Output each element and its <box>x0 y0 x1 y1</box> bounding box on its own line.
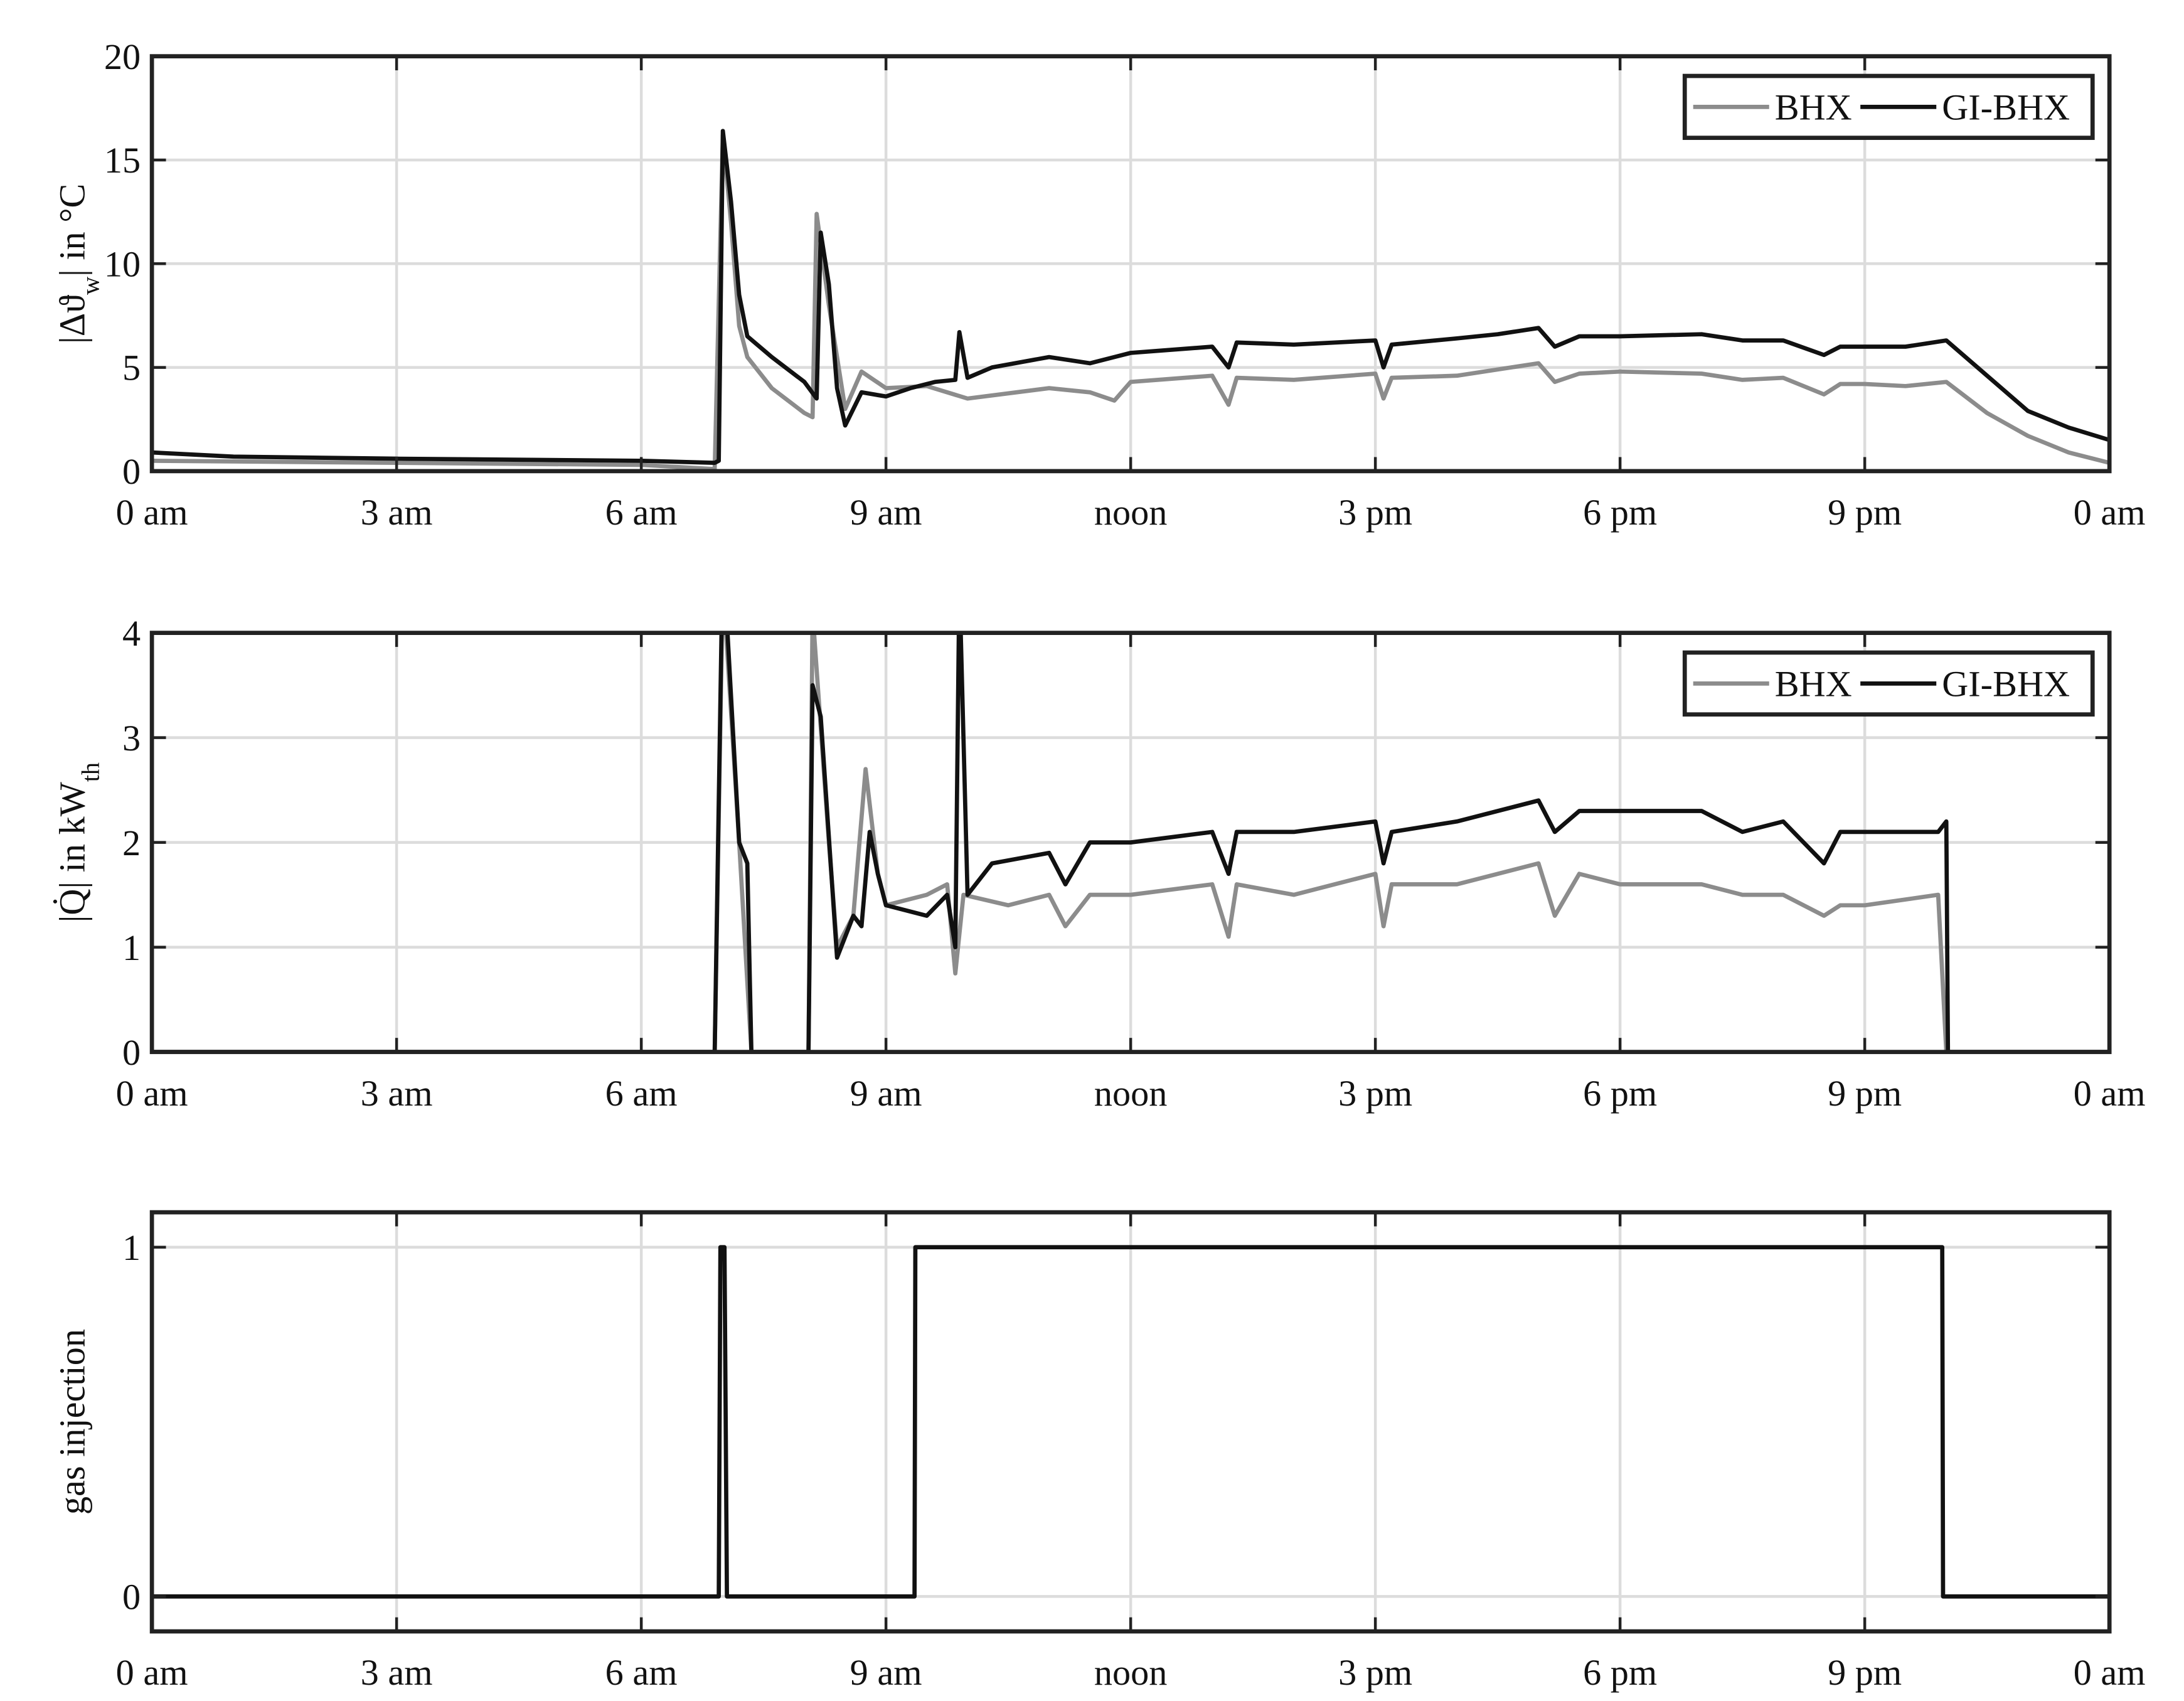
x-tick-label: noon <box>1094 1073 1168 1114</box>
x-tick-label: 6 pm <box>1583 1652 1657 1693</box>
x-tick-label: 0 am <box>2074 1073 2146 1114</box>
legend-label: GI-BHX <box>1942 664 2070 705</box>
x-tick-label: 0 am <box>116 492 188 533</box>
y-axis-label: |Δϑw| in °C <box>52 184 105 344</box>
y-tick-label: 5 <box>122 348 141 388</box>
x-tick-label: 0 am <box>2074 492 2146 533</box>
x-tick-label: 6 am <box>605 492 678 533</box>
y-tick-label: 3 <box>122 718 141 759</box>
y-axis-label-part: | in °C <box>52 184 93 277</box>
x-tick-label: 6 am <box>605 1652 678 1693</box>
y-tick-label: 2 <box>122 823 141 863</box>
y-axis-label-part: gas injection <box>52 1329 93 1515</box>
y-tick-label: 1 <box>122 927 141 968</box>
x-tick-label: noon <box>1094 1652 1168 1693</box>
x-tick-label: 9 am <box>850 492 922 533</box>
y-tick-label: 4 <box>122 613 141 654</box>
y-axis-label: gas injection <box>52 1329 93 1515</box>
series-line <box>152 129 2110 466</box>
lines <box>152 632 2110 1052</box>
series-line <box>152 1245 2110 1599</box>
x-tick-label: 9 pm <box>1828 1652 1902 1693</box>
x-tick-label: 6 pm <box>1583 1073 1657 1114</box>
chart-panel: 0 am 3 am 6 am 9 am noon 3 pm 6 pm 9 pm 0 am0510… <box>52 36 2146 533</box>
y-tick-label: 15 <box>104 140 141 181</box>
chart-panel: 0 am 3 am 6 am 9 am noon 3 pm 6 pm 9 pm 0 am0123… <box>52 613 2146 1114</box>
legend: BHX GI-BHX <box>1682 73 2095 141</box>
y-axis-label-part: th <box>76 762 104 782</box>
legend-label: GI-BHX <box>1942 87 2070 128</box>
y-axis-label-part: w <box>76 277 104 295</box>
lines <box>152 1245 2110 1599</box>
x-tick-label: 3 am <box>361 1073 433 1114</box>
x-tick-label: 6 am <box>605 1073 678 1114</box>
x-tick-label: 9 pm <box>1828 492 1902 533</box>
y-axis-label-part: |Q̇| in kW <box>52 782 93 922</box>
y-tick-label: 1 <box>122 1227 141 1268</box>
x-tick-label: 3 pm <box>1338 492 1412 533</box>
series-line <box>152 132 2110 471</box>
y-tick-label: 0 <box>122 1032 141 1073</box>
legend-label: BHX <box>1775 87 1852 128</box>
x-tick-label: 9 am <box>850 1652 922 1693</box>
x-tick-label: 9 am <box>850 1073 922 1114</box>
x-tick-label: 6 pm <box>1583 492 1657 533</box>
legend-label: BHX <box>1775 664 1852 705</box>
legend: BHX GI-BHX <box>1682 650 2095 717</box>
x-tick-label: 0 am <box>2074 1652 2146 1693</box>
x-tick-label: 3 pm <box>1338 1073 1412 1114</box>
x-tick-label: 0 am <box>116 1652 188 1693</box>
x-tick-label: 3 am <box>361 1652 433 1693</box>
y-tick-label: 10 <box>104 243 141 284</box>
y-axis-label-part: |Δϑ <box>52 295 93 344</box>
x-tick-label: noon <box>1094 492 1168 533</box>
y-tick-label: 0 <box>122 451 141 492</box>
y-tick-label: 20 <box>104 36 141 77</box>
y-tick-label: 0 <box>122 1577 141 1618</box>
chart-panel: 0 am 3 am 6 am 9 am noon 3 pm 6 pm 9 pm 0 am 0 1 ga… <box>52 1210 2146 1693</box>
x-tick-label: 3 am <box>361 492 433 533</box>
x-tick-label: 3 pm <box>1338 1652 1412 1693</box>
y-axis-label: |Q̇| in kWth <box>52 762 105 922</box>
x-tick-label: 0 am <box>116 1073 188 1114</box>
lines <box>152 129 2110 471</box>
x-tick-label: 9 pm <box>1828 1073 1902 1114</box>
series-line <box>152 632 2110 1052</box>
